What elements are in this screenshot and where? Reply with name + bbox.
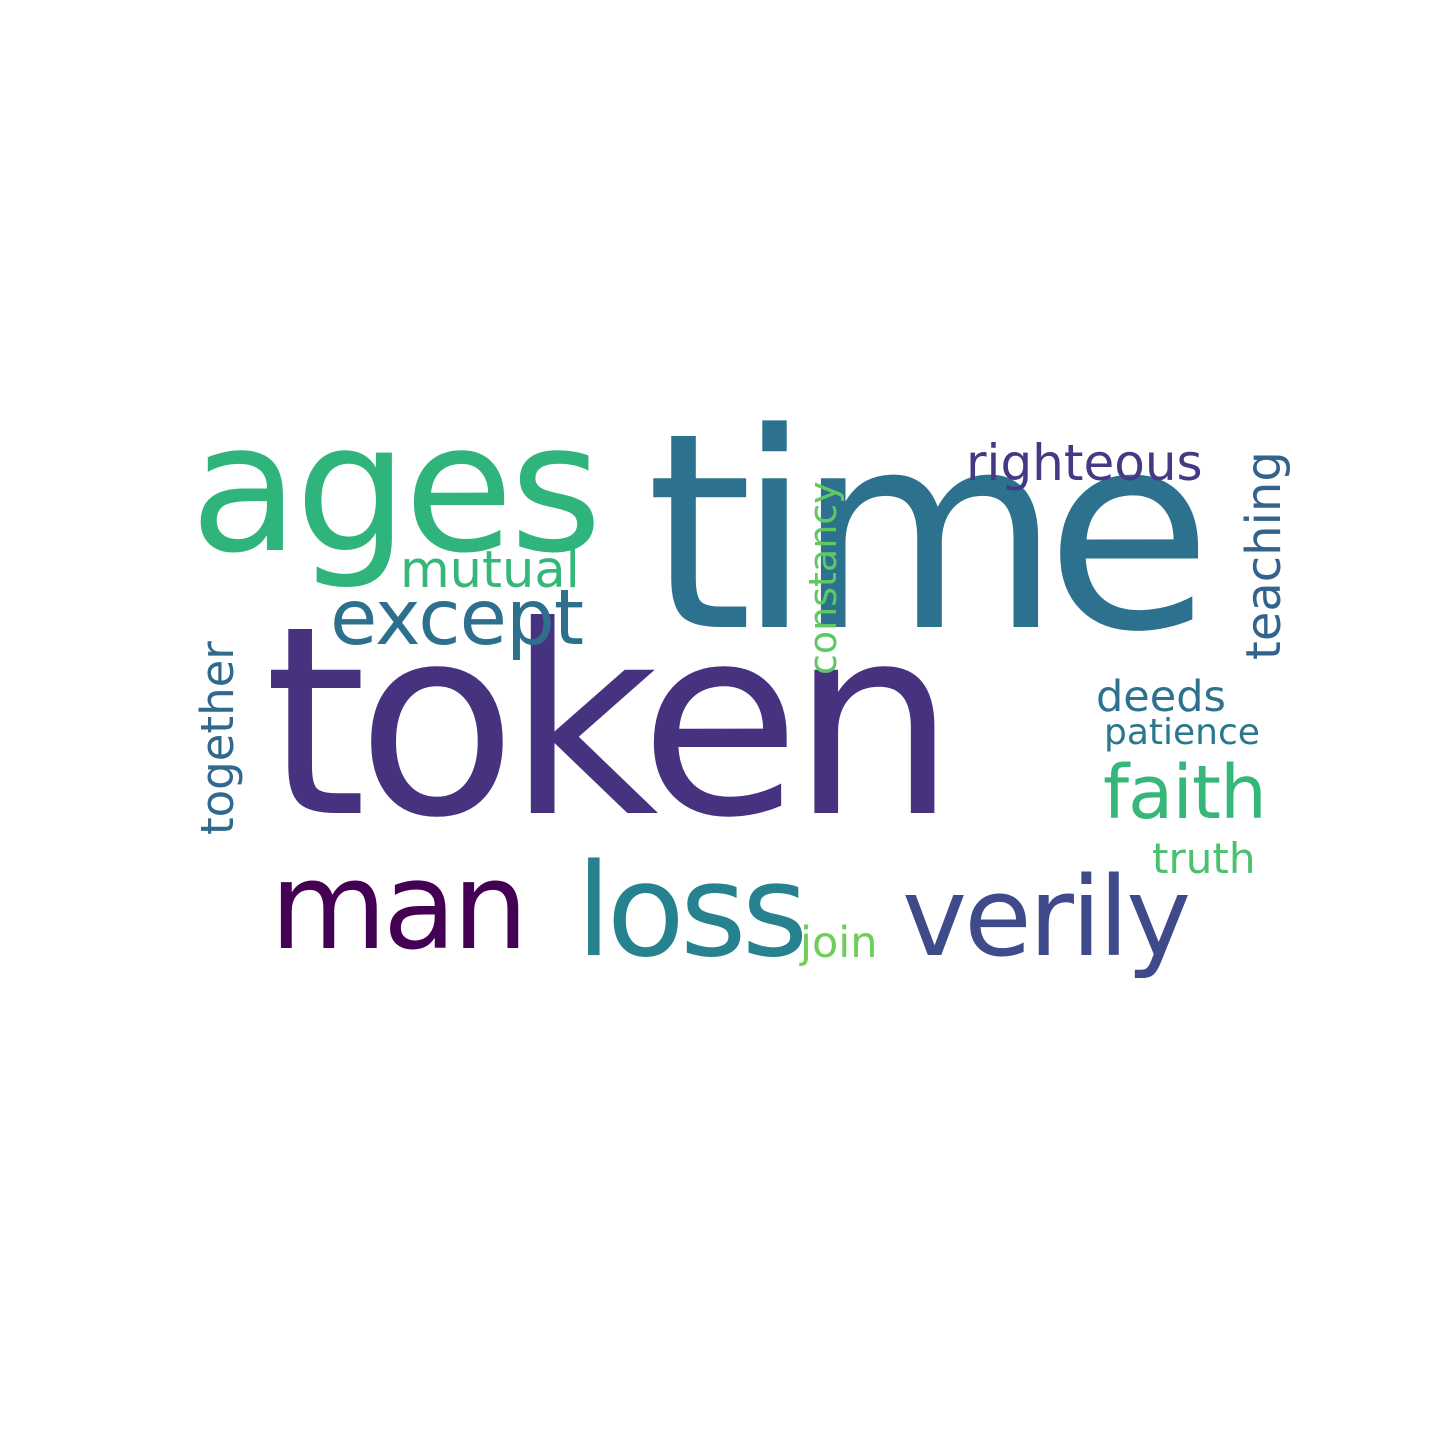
word-constancy: constancy	[801, 481, 845, 675]
word-verily: verily	[902, 853, 1191, 981]
word-truth: truth	[1152, 834, 1256, 883]
word-patience: patience	[1104, 712, 1260, 753]
word-faith: faith	[1103, 750, 1267, 836]
word-righteous: righteous	[966, 434, 1203, 492]
word-deeds: deeds	[1096, 672, 1226, 722]
word-token: token	[264, 570, 957, 875]
word-together: together	[191, 641, 244, 835]
word-except: except	[330, 574, 584, 663]
word-teaching: teaching	[1236, 451, 1292, 660]
word-time: time	[646, 376, 1213, 692]
word-join: join	[800, 918, 878, 968]
word-loss: loss	[576, 837, 808, 986]
word-ages: ages	[190, 385, 602, 592]
word-mutual: mutual	[400, 541, 580, 600]
word-man: man	[270, 838, 528, 977]
